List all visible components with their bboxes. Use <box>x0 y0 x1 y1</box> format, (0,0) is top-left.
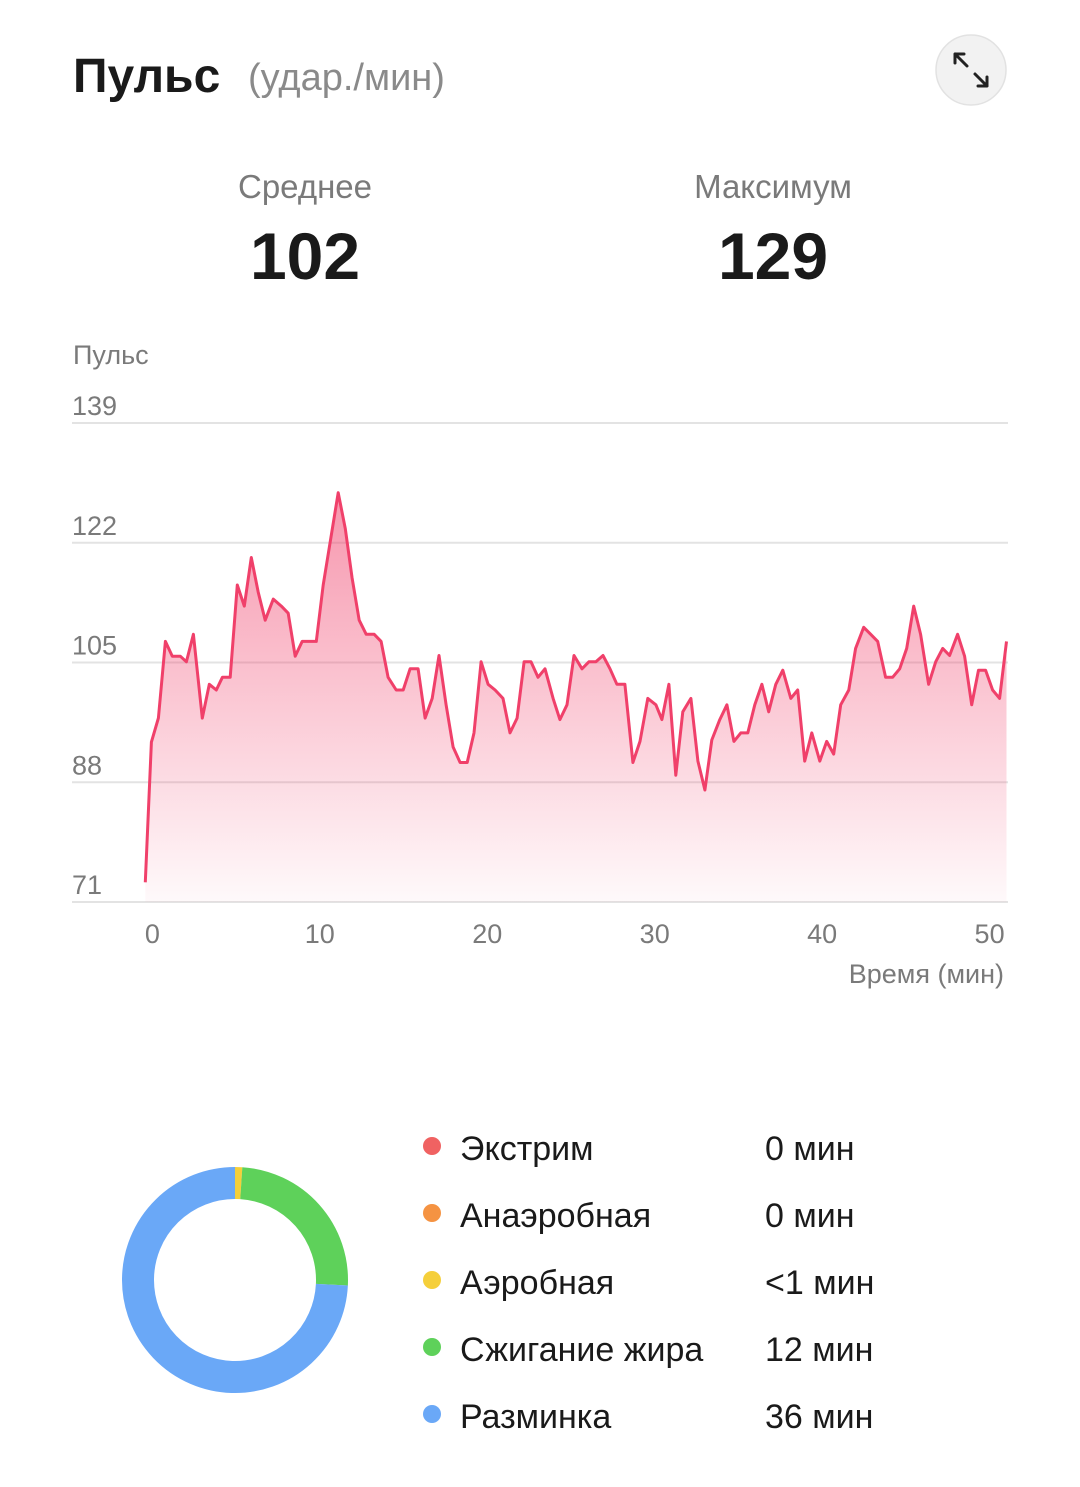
stat-label: Среднее <box>238 168 372 205</box>
x-tick-label: 40 <box>807 919 837 949</box>
legend-name: Аэробная <box>460 1264 614 1302</box>
stat-value: 129 <box>718 219 828 293</box>
legend-name: Экстрим <box>460 1130 594 1168</box>
legend-dot <box>423 1271 441 1289</box>
legend-value: <1 мин <box>765 1264 874 1302</box>
legend-value: 0 мин <box>765 1130 855 1168</box>
y-axis-label: Пульс <box>73 340 149 370</box>
y-tick-label: 88 <box>72 750 102 780</box>
expand-button[interactable] <box>935 34 1007 106</box>
unit: (удар./мин) <box>248 57 445 99</box>
x-tick-label: 50 <box>975 919 1005 949</box>
x-tick-label: 10 <box>305 919 335 949</box>
expand-icon <box>953 52 989 88</box>
legend-name: Анаэробная <box>460 1197 651 1235</box>
x-axis-label: Время (мин) <box>849 959 1004 989</box>
stat-value: 102 <box>250 219 360 293</box>
area <box>145 492 1007 902</box>
legend-dot <box>423 1137 441 1155</box>
button-bg <box>935 34 1007 106</box>
stat-label: Максимум <box>694 168 852 205</box>
donut-segment <box>122 1167 348 1393</box>
legend-dot <box>423 1405 441 1423</box>
y-tick-label: 139 <box>72 391 117 421</box>
x-tick-label: 20 <box>472 919 502 949</box>
x-tick-label: 30 <box>640 919 670 949</box>
y-tick-label: 122 <box>72 511 117 541</box>
legend-value: 12 мин <box>765 1331 873 1369</box>
title: Пульс <box>73 50 220 103</box>
legend-dot <box>423 1204 441 1222</box>
legend-name: Разминка <box>460 1398 611 1436</box>
legend-value: 36 мин <box>765 1398 873 1436</box>
y-tick-label: 71 <box>72 870 102 900</box>
line <box>143 491 1008 883</box>
y-tick-label: 105 <box>72 631 117 661</box>
legend-dot <box>423 1338 441 1356</box>
donut-segment <box>239 1167 348 1286</box>
x-tick-label: 0 <box>145 919 160 949</box>
legend-name: Сжигание жира <box>460 1331 703 1369</box>
legend-value: 0 мин <box>765 1197 855 1235</box>
